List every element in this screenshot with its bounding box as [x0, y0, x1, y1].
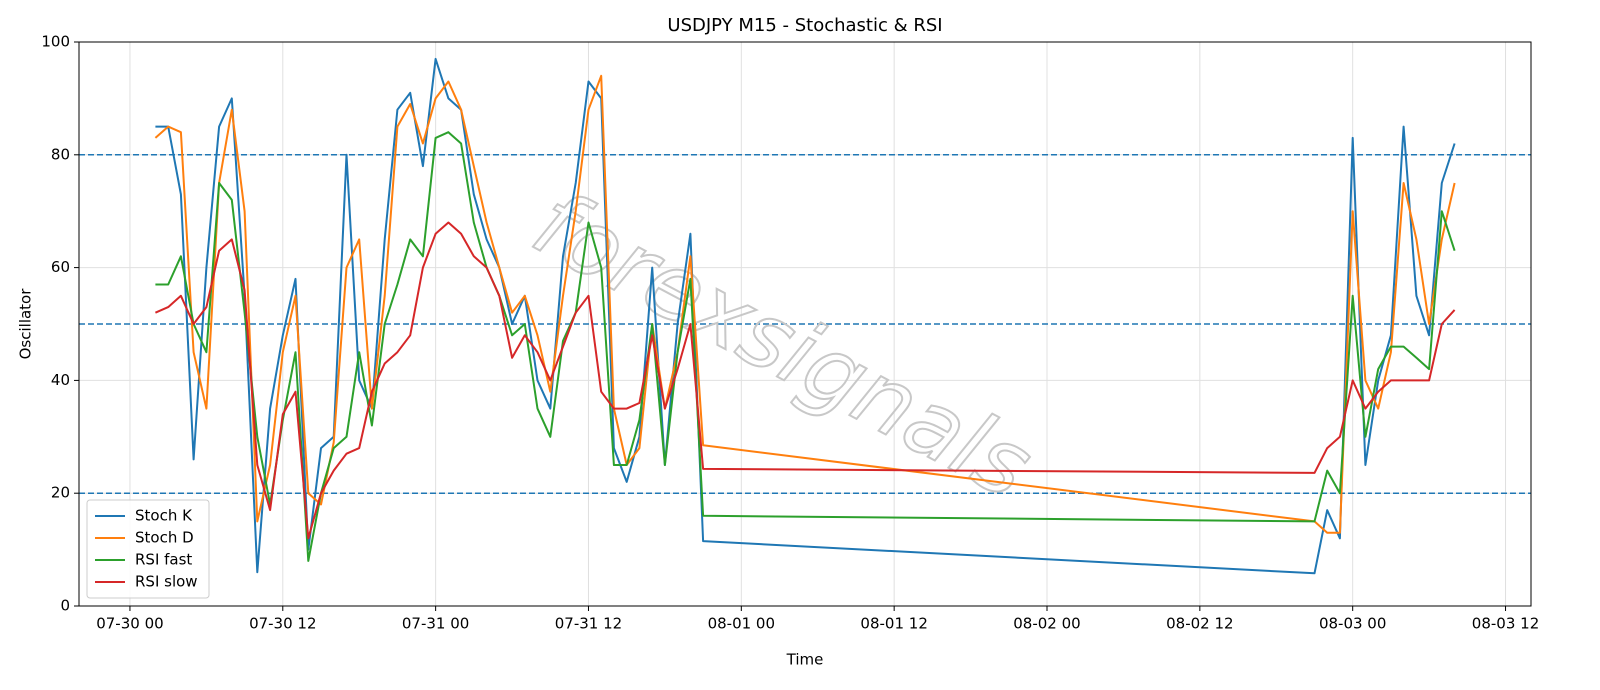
y-tick-label: 80 [51, 145, 70, 163]
watermark: forexsignals [517, 171, 1048, 520]
legend-label: RSI fast [135, 551, 192, 569]
chart-title: USDJPY M15 - Stochastic & RSI [667, 15, 942, 36]
x-tick-label: 08-02 00 [1013, 615, 1080, 633]
legend-box [86, 499, 210, 599]
legend: Stoch K Stoch D RSI fast RSI slow [86, 499, 210, 599]
y-tick-label: 60 [51, 258, 70, 276]
legend-label: RSI slow [135, 573, 198, 591]
legend-label: Stoch K [135, 507, 193, 525]
plot-frame [78, 41, 1532, 607]
x-tick-label: 08-03 12 [1472, 615, 1539, 633]
x-tick-label: 07-30 12 [249, 615, 316, 633]
y-tick-label: 40 [51, 371, 70, 389]
x-tick-label: 07-31 00 [402, 615, 469, 633]
x-tick-label: 08-02 12 [1166, 615, 1233, 633]
y-tick-label: 100 [41, 33, 70, 51]
x-tick-label: 07-31 12 [555, 615, 622, 633]
x-tick-label: 08-03 00 [1319, 615, 1386, 633]
x-tick-label: 08-01 12 [860, 615, 927, 633]
x-axis-label: Time [786, 651, 824, 669]
series-line [154, 221, 1456, 540]
y-axis-label: Oscillator [17, 288, 35, 360]
x-tick-label: 08-01 00 [708, 615, 775, 633]
x-tick-label: 07-30 00 [96, 615, 163, 633]
y-tick-label: 0 [60, 597, 70, 615]
series-line [154, 74, 1456, 534]
y-tick-label: 20 [51, 484, 70, 502]
legend-label: Stoch D [135, 529, 194, 547]
